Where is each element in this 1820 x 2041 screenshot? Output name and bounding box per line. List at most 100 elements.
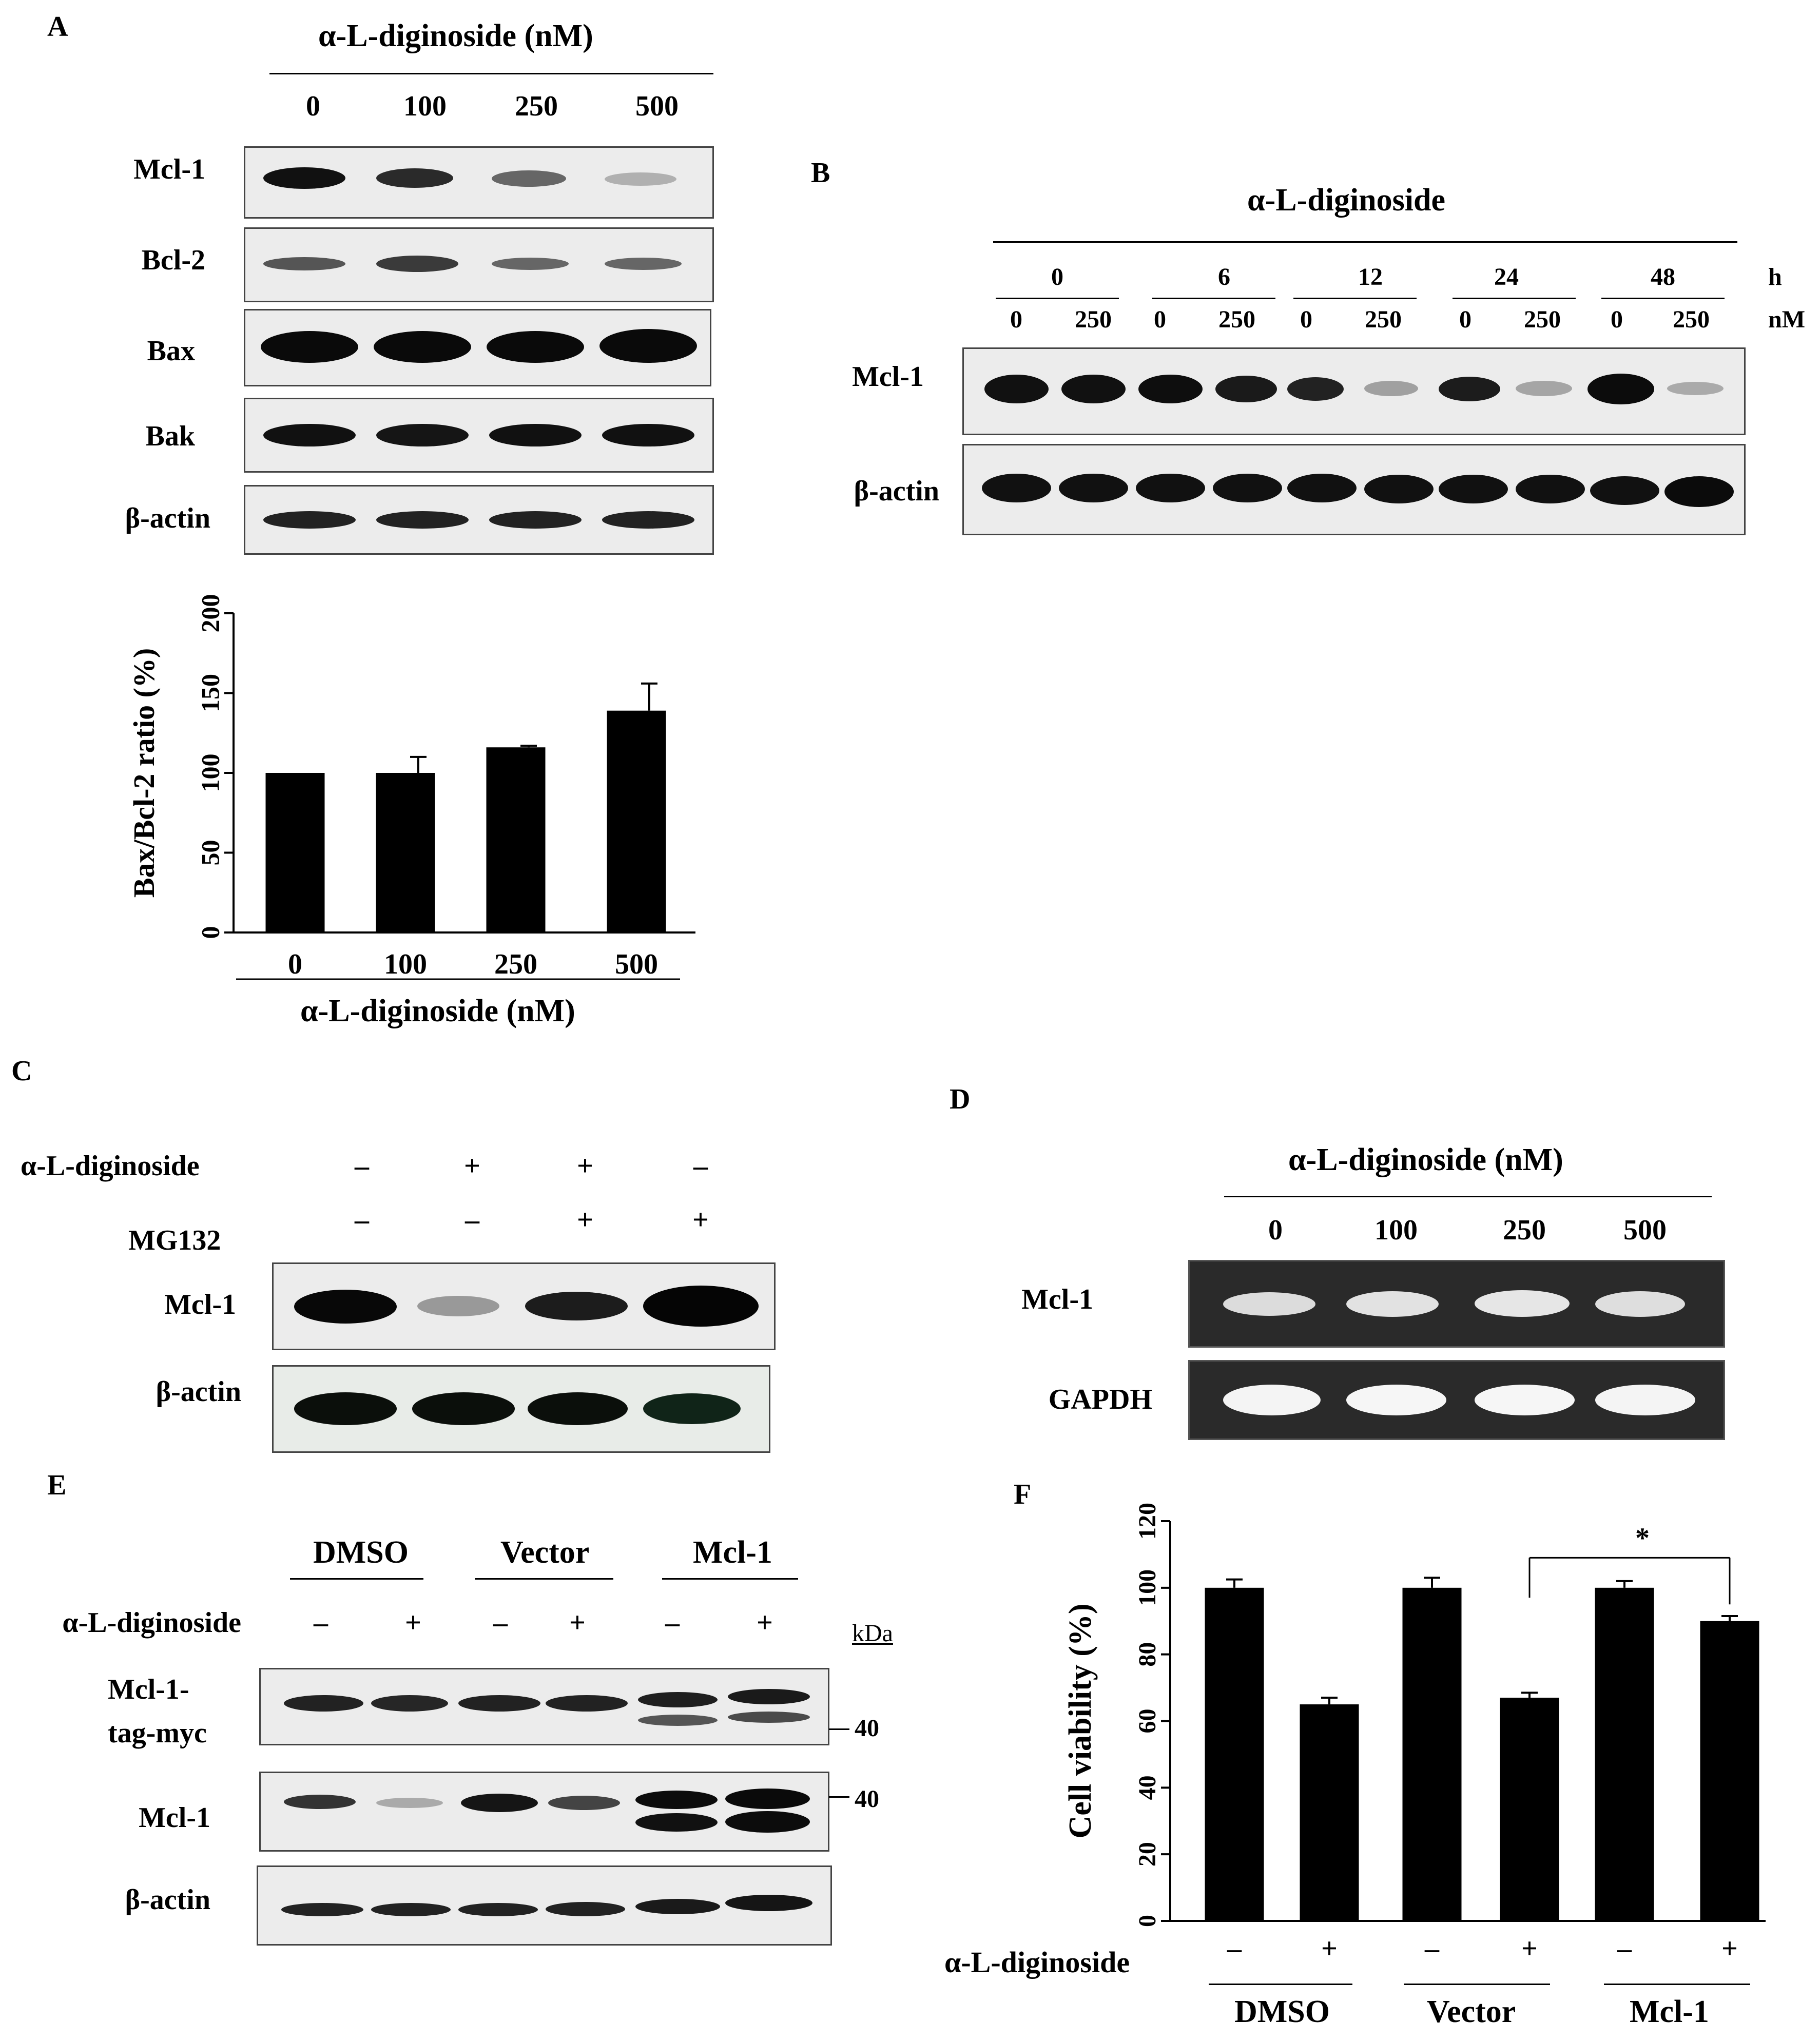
panel-e-sign-4: – <box>665 1607 680 1639</box>
panel-e-marker-1: 40 <box>855 1715 879 1742</box>
panel-e-row-tag-myc: tag-myc <box>108 1717 207 1749</box>
panel-e-group-mcl1: Mcl-1 <box>693 1535 772 1570</box>
bar <box>1595 1587 1654 1921</box>
panel-b-dose-5: 250 <box>1365 306 1402 333</box>
panel-b-row-actin: β-actin <box>854 475 939 507</box>
panel-b-dose-7: 250 <box>1524 306 1561 333</box>
panel-a-header-line <box>269 73 713 74</box>
panel-a-xlabel: α-L-diginoside (nM) <box>300 994 575 1028</box>
panel-e-marker-tick-2 <box>829 1796 849 1798</box>
panel-a-header: α-L-diginoside (nM) <box>318 18 593 53</box>
panel-a-blot-bax <box>244 309 711 386</box>
panel-d-header: α-L-diginoside (nM) <box>1288 1142 1563 1177</box>
panel-f-sign-1: + <box>1321 1933 1338 1965</box>
x-tick-label: 250 <box>494 948 537 980</box>
panel-e-sign-5: + <box>757 1607 773 1639</box>
panel-b-blot-mcl1 <box>962 347 1746 435</box>
bar <box>607 710 666 932</box>
panel-d-row-gapdh: GAPDH <box>1048 1384 1152 1415</box>
panel-e-group-line-0 <box>290 1578 423 1580</box>
bar <box>265 773 325 932</box>
bar <box>1300 1704 1359 1921</box>
panel-c-row-mcl1: Mcl-1 <box>164 1289 236 1320</box>
y-tick-label: 0 <box>196 926 224 939</box>
bar <box>1205 1587 1264 1921</box>
panel-a-blot-bcl2 <box>244 227 714 302</box>
panel-b-time-line-1 <box>1152 298 1275 299</box>
panel-b-dose-2: 0 <box>1154 306 1166 333</box>
y-tick-label: 100 <box>1134 1569 1161 1606</box>
panel-c-sign-2-2: + <box>577 1204 593 1236</box>
panel-d-row-mcl1: Mcl-1 <box>1021 1284 1093 1315</box>
panel-f-sign-5: + <box>1721 1933 1738 1965</box>
panel-b-dose-6: 0 <box>1459 306 1472 333</box>
x-tick-label: 100 <box>384 948 427 980</box>
panel-c-blot-actin <box>272 1365 770 1453</box>
panel-f-group-mcl1: Mcl-1 <box>1630 1994 1709 2029</box>
panel-e-row-mcl1: Mcl-1 <box>139 1802 210 1834</box>
panel-e-sign-0: – <box>314 1607 328 1639</box>
panel-b-time-line-2 <box>1293 298 1417 299</box>
panel-e-treatment: α-L-diginoside <box>62 1607 241 1639</box>
panel-b-time-line-4 <box>1601 298 1725 299</box>
panel-e-group-dmso: DMSO <box>313 1535 409 1570</box>
panel-e-row-mcl1-tag: Mcl-1- <box>108 1674 189 1705</box>
panel-a-row-actin: β-actin <box>125 502 210 534</box>
panel-d-lane-3: 500 <box>1623 1214 1667 1246</box>
panel-c-sign-1-3: – <box>693 1150 708 1182</box>
panel-c-sign-2-3: + <box>692 1204 709 1236</box>
panel-a-bar-chart: 0 50 100 150 200 Bax/Bcl-2 ratio (%) 0 100 250 50… <box>127 594 695 980</box>
panel-f-bar-chart: 0 20 40 60 80 100 120 Cell viability (%) * <box>1063 1503 1766 1927</box>
panel-f-group-line-2 <box>1604 1984 1750 1985</box>
panel-b-time-3: 24 <box>1494 263 1519 290</box>
y-axis-label: Bax/Bcl-2 ratio (%) <box>127 648 161 898</box>
panel-c-sign-1-0: – <box>355 1150 369 1182</box>
panel-e-group-line-1 <box>475 1578 613 1580</box>
panel-b-dose-1: 250 <box>1075 306 1112 333</box>
y-tick-label: 20 <box>1134 1842 1161 1867</box>
x-tick-label: 500 <box>615 948 658 980</box>
y-tick-label: 0 <box>1134 1915 1161 1927</box>
panel-b-blot-actin <box>962 444 1746 535</box>
y-tick-label: 120 <box>1134 1503 1161 1540</box>
panel-b-time-line-3 <box>1453 298 1576 299</box>
panel-b-row-mcl1: Mcl-1 <box>852 361 924 393</box>
panel-f-group-line-1 <box>1404 1984 1550 1985</box>
y-tick-label: 100 <box>196 754 224 792</box>
panel-c-sign-1-1: + <box>464 1150 480 1182</box>
panel-d-lane-1: 100 <box>1374 1214 1418 1246</box>
panel-b-dose-3: 250 <box>1218 306 1255 333</box>
panel-e-row-actin: β-actin <box>125 1884 210 1916</box>
panel-f-sign-3: + <box>1521 1933 1538 1965</box>
y-tick-label: 200 <box>196 594 224 633</box>
panel-d-header-line <box>1224 1196 1712 1197</box>
panel-f-group-line-0 <box>1209 1984 1352 1985</box>
panel-b-dose-4: 0 <box>1300 306 1312 333</box>
panel-b-time-line-0 <box>996 298 1119 299</box>
panel-c-row-actin: β-actin <box>156 1376 241 1408</box>
panel-c-treatment-1: α-L-diginoside <box>21 1150 200 1182</box>
panel-a-row-bcl2: Bcl-2 <box>141 244 205 276</box>
x-tick-label: 0 <box>288 948 302 980</box>
panel-a-lane-1: 100 <box>403 90 447 122</box>
panel-d-gel-gapdh <box>1188 1360 1725 1440</box>
panel-a-blot-bak <box>244 398 714 473</box>
panel-a-row-mcl1: Mcl-1 <box>133 153 205 185</box>
panel-d-lane-2: 250 <box>1503 1214 1546 1246</box>
panel-f-treatment: α-L-diginoside <box>944 1946 1130 1979</box>
panel-label-a: A <box>47 11 68 43</box>
panel-a-lane-2: 250 <box>515 90 558 122</box>
y-axis-label: Cell viability (%) <box>1063 1603 1098 1838</box>
panel-b-time-4: 48 <box>1651 263 1675 290</box>
panel-b-time-0: 0 <box>1051 263 1063 290</box>
y-tick-label: 50 <box>196 840 224 866</box>
panel-label-f: F <box>1014 1479 1032 1510</box>
panel-e-group-line-2 <box>662 1578 798 1580</box>
panel-e-blot-actin <box>257 1865 832 1946</box>
panel-e-group-vector: Vector <box>500 1535 590 1570</box>
panel-c-sign-2-0: – <box>355 1204 369 1236</box>
panel-f-group-vector: Vector <box>1427 1994 1516 2029</box>
panel-b-header-line <box>993 241 1737 243</box>
panel-e-kda-label: kDa <box>852 1620 893 1647</box>
panel-c-treatment-2: MG132 <box>128 1224 221 1256</box>
